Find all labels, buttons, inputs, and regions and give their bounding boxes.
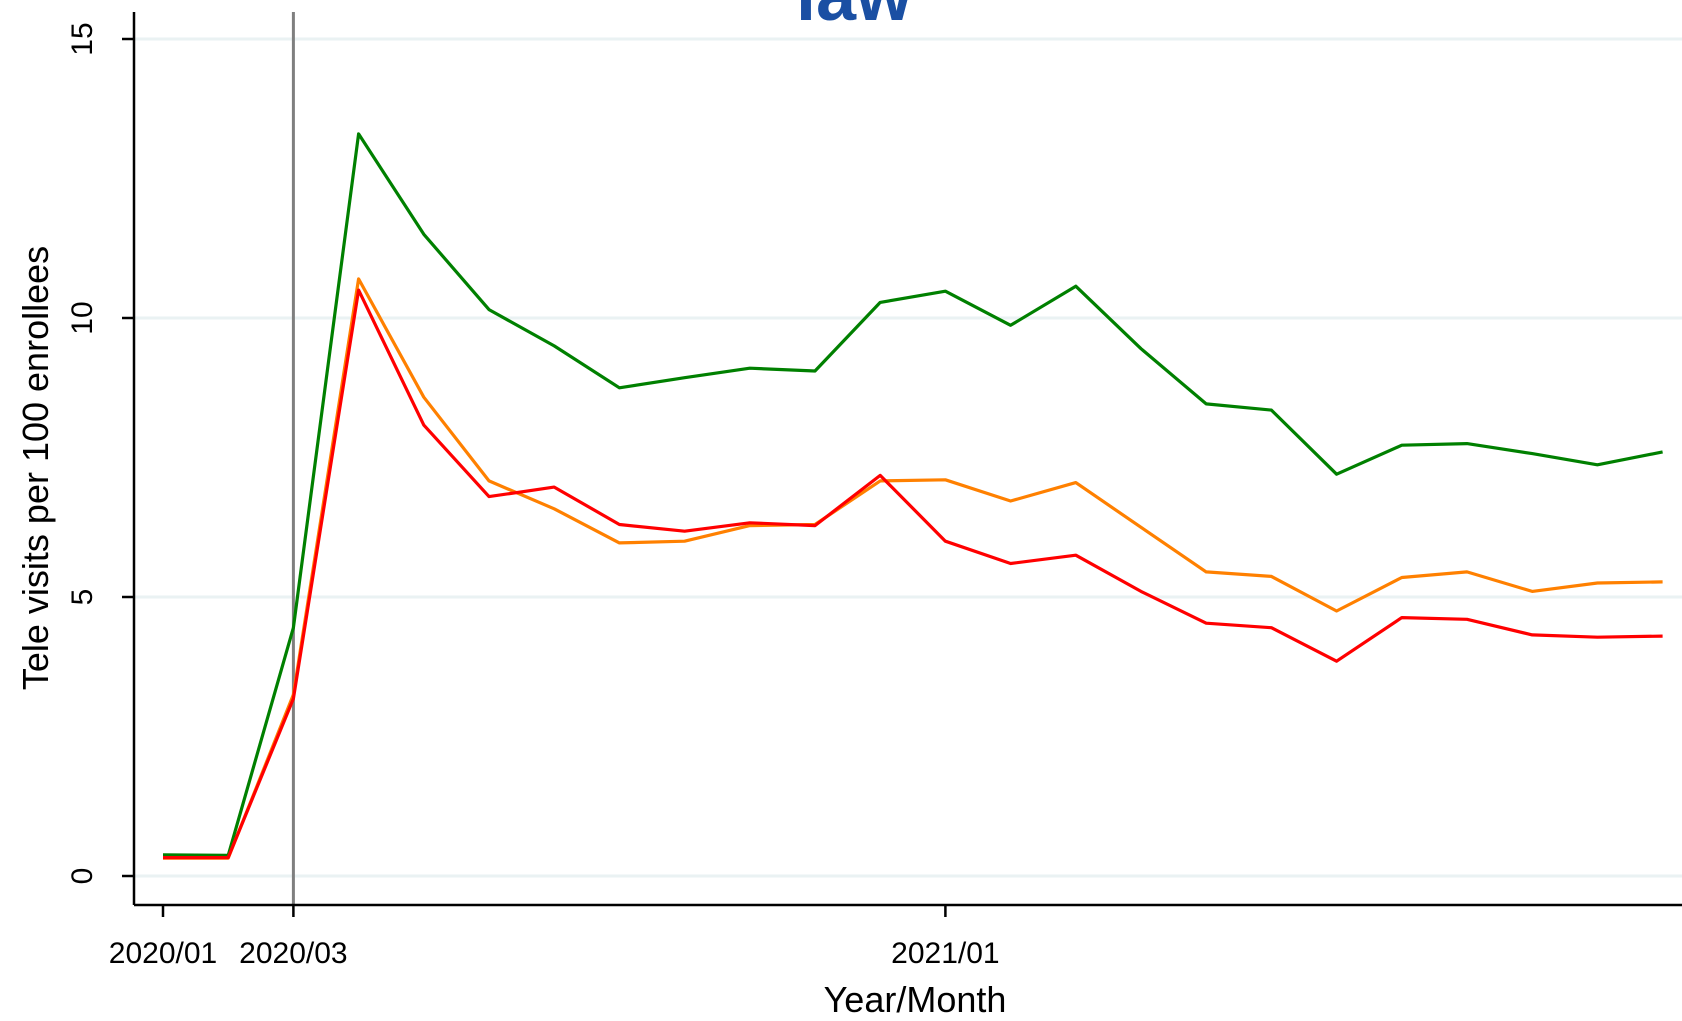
axes: 0 5 10 15 2020/01 2020/03 2021/01 <box>66 12 1682 970</box>
y-tick-label-15: 15 <box>66 22 99 55</box>
series-line-3 <box>163 288 1663 860</box>
y-tick-label-0: 0 <box>66 868 99 885</box>
x-tick-label-2020/01: 2020/01 <box>109 937 217 970</box>
series-line-1 <box>162 132 1663 858</box>
y-tick-label-10: 10 <box>66 301 99 334</box>
x-tick-label-2020/03: 2020/03 <box>239 937 347 970</box>
chart-title: law <box>796 0 913 36</box>
series-lines <box>162 132 1663 860</box>
x-axis-title: Year/Month <box>824 979 1007 1020</box>
y-tick-label-5: 5 <box>66 589 99 606</box>
x-tick-label-2021/01: 2021/01 <box>891 937 999 970</box>
y-axis-title: Tele visits per 100 enrollees <box>15 246 56 690</box>
gridlines <box>134 37 1682 878</box>
series-line-2 <box>163 277 1663 860</box>
